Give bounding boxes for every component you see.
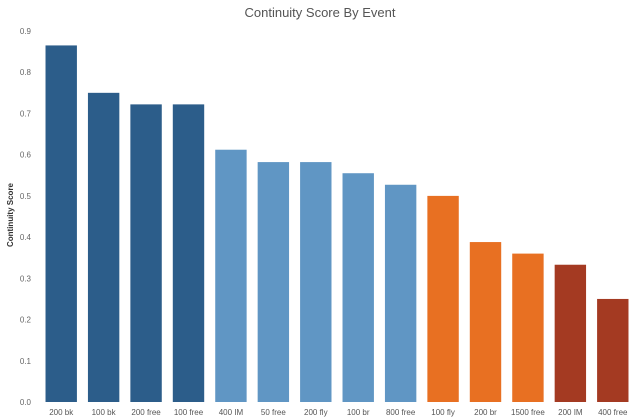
- y-tick-label: 0.6: [20, 151, 32, 160]
- bar-200-bk: [45, 45, 77, 403]
- y-tick-label: 0.2: [20, 316, 32, 325]
- bar-400-free: [597, 298, 629, 402]
- bar-50-free: [257, 162, 290, 402]
- x-tick-label: 50 free: [261, 408, 286, 417]
- bar-100-fly: [427, 195, 459, 402]
- chart-title: Continuity Score By Event: [244, 5, 395, 20]
- x-tick-label: 200 br: [474, 408, 497, 417]
- x-tick-label: 200 fly: [304, 408, 328, 417]
- bar-200-br: [469, 242, 502, 402]
- x-tick-label: 800 free: [386, 408, 416, 417]
- x-tick-label: 200 IM: [558, 408, 583, 417]
- y-axis-label: Continuity Score: [6, 182, 15, 247]
- bar-100-bk: [87, 92, 120, 402]
- x-tick-label: 100 br: [347, 408, 370, 417]
- bar-200-fly: [300, 162, 332, 402]
- y-axis-ticks: 0.0 0.1 0.2 0.3 0.4 0.5 0.6 0.7 0.8 0.9: [20, 27, 32, 407]
- x-tick-label: 100 fly: [431, 408, 455, 417]
- bars: [45, 45, 629, 403]
- y-tick-label: 0.0: [20, 398, 32, 407]
- x-tick-label: 200 free: [131, 408, 161, 417]
- bar-800-free: [384, 184, 417, 402]
- x-tick-label: 100 bk: [92, 408, 117, 417]
- bar-200-free: [130, 104, 162, 402]
- bar-400-im: [215, 149, 247, 402]
- x-tick-label: 400 IM: [219, 408, 244, 417]
- x-tick-label: 400 free: [598, 408, 628, 417]
- y-tick-label: 0.3: [20, 274, 32, 283]
- y-tick-label: 0.1: [20, 357, 32, 366]
- y-tick-label: 0.5: [20, 192, 32, 201]
- x-tick-label: 1500 free: [511, 408, 545, 417]
- y-tick-label: 0.9: [20, 27, 32, 36]
- bar-100-br: [342, 173, 374, 402]
- y-tick-label: 0.7: [20, 109, 32, 118]
- y-tick-label: 0.4: [20, 233, 32, 242]
- y-tick-label: 0.8: [20, 68, 32, 77]
- bar-1500-free: [512, 253, 544, 402]
- bar-100-free: [172, 104, 205, 402]
- bar-200-im: [554, 264, 587, 402]
- x-tick-label: 200 bk: [49, 408, 74, 417]
- x-tick-label: 100 free: [174, 408, 204, 417]
- x-axis-tick-labels: 200 bk 100 bk 200 free 100 free 400 IM 50 fre…: [49, 408, 628, 417]
